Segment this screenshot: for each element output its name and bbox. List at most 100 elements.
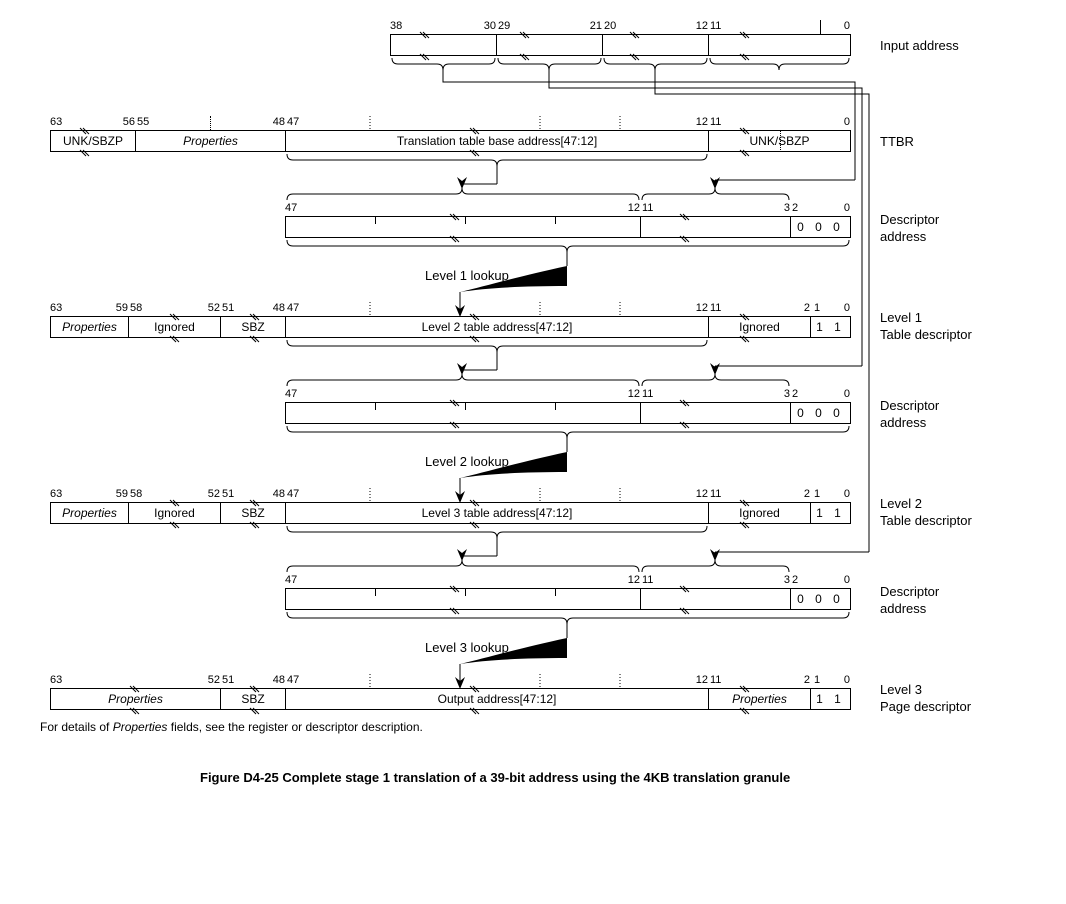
bit-12: 12 bbox=[696, 116, 708, 128]
l2-ign1: Ignored bbox=[128, 502, 221, 524]
l1-52: 52 bbox=[208, 302, 220, 314]
pd-1: 1 bbox=[814, 674, 820, 686]
l2-11: 11 bbox=[710, 488, 721, 500]
pd-props1: Properties bbox=[50, 688, 221, 710]
bit-11: 11 bbox=[710, 20, 721, 32]
da3-11: 11 bbox=[642, 574, 653, 586]
pd-52: 52 bbox=[208, 674, 220, 686]
pd-11: 11 bbox=[710, 674, 721, 686]
translation-diagram: 38 30 29 21 20 12 11 0 Input address 63 … bbox=[20, 20, 1046, 884]
tick bbox=[780, 130, 781, 152]
pd-12: 12 bbox=[696, 674, 708, 686]
da1-index bbox=[640, 216, 791, 238]
l2-addr: Level 3 table address[47:12] bbox=[285, 502, 709, 524]
da2-2: 2 bbox=[792, 388, 798, 400]
l2-12: 12 bbox=[696, 488, 708, 500]
da3-label: Descriptor address bbox=[880, 584, 939, 618]
da2-index bbox=[640, 402, 791, 424]
l1-lookup-label: Level 1 lookup bbox=[425, 268, 509, 283]
tick bbox=[555, 588, 556, 596]
l1-51: 51 bbox=[222, 302, 234, 314]
tick bbox=[375, 216, 376, 224]
da2-11: 11 bbox=[642, 388, 653, 400]
l1-63: 63 bbox=[50, 302, 62, 314]
bit-29: 29 bbox=[498, 20, 510, 32]
bit-63: 63 bbox=[50, 116, 62, 128]
bit-12: 12 bbox=[696, 20, 708, 32]
bit-0: 0 bbox=[844, 20, 850, 32]
l2-51: 51 bbox=[222, 488, 234, 500]
da1-3: 3 bbox=[784, 202, 790, 214]
ia-field-20-12 bbox=[602, 34, 709, 56]
footnote: For details of Properties fields, see th… bbox=[40, 720, 423, 734]
pd-props2: Properties bbox=[708, 688, 811, 710]
pd-2: 2 bbox=[804, 674, 810, 686]
ttbr-unk1: UNK/SBZP bbox=[50, 130, 136, 152]
da1-0: 0 bbox=[844, 202, 850, 214]
da2-base bbox=[285, 402, 641, 424]
tick bbox=[465, 402, 466, 410]
da1-base bbox=[285, 216, 641, 238]
da3-zeros: 0 0 0 bbox=[790, 588, 851, 610]
bit-20: 20 bbox=[604, 20, 616, 32]
da1-47: 47 bbox=[285, 202, 297, 214]
pd-0: 0 bbox=[844, 674, 850, 686]
l2-sbz: SBZ bbox=[220, 502, 286, 524]
da1-2: 2 bbox=[792, 202, 798, 214]
l1-1: 1 bbox=[814, 302, 820, 314]
ttbr-base: Translation table base address[47:12] bbox=[285, 130, 709, 152]
l2-59: 59 bbox=[116, 488, 128, 500]
l3-lookup-label: Level 3 lookup bbox=[425, 640, 509, 655]
l1-addr: Level 2 table address[47:12] bbox=[285, 316, 709, 338]
bit-55: 55 bbox=[137, 116, 149, 128]
bit-0: 0 bbox=[844, 116, 850, 128]
ia-field-29-21 bbox=[496, 34, 603, 56]
l2-ones: 1 1 bbox=[810, 502, 851, 524]
da3-12: 12 bbox=[628, 574, 640, 586]
da3-base bbox=[285, 588, 641, 610]
tick bbox=[210, 116, 211, 130]
ttbr-label: TTBR bbox=[880, 134, 914, 151]
da2-12: 12 bbox=[628, 388, 640, 400]
bit-48: 48 bbox=[273, 116, 285, 128]
tick bbox=[375, 402, 376, 410]
l1-47: 47 bbox=[287, 302, 299, 314]
bit-38: 38 bbox=[390, 20, 402, 32]
input-address-label: Input address bbox=[880, 38, 959, 55]
bit-47: 47 bbox=[287, 116, 299, 128]
l2-58: 58 bbox=[130, 488, 142, 500]
tick bbox=[375, 588, 376, 596]
pd-label: Level 3 Page descriptor bbox=[880, 682, 971, 716]
l1-label: Level 1 Table descriptor bbox=[880, 310, 972, 344]
bit-56: 56 bbox=[123, 116, 135, 128]
pd-ones: 1 1 bbox=[810, 688, 851, 710]
l1-props: Properties bbox=[50, 316, 129, 338]
tick bbox=[820, 20, 821, 34]
l2-63: 63 bbox=[50, 488, 62, 500]
pd-out: Output address[47:12] bbox=[285, 688, 709, 710]
da2-0: 0 bbox=[844, 388, 850, 400]
l2-48: 48 bbox=[273, 488, 285, 500]
da3-2: 2 bbox=[792, 574, 798, 586]
l2-label: Level 2 Table descriptor bbox=[880, 496, 972, 530]
da3-0: 0 bbox=[844, 574, 850, 586]
l2-props: Properties bbox=[50, 502, 129, 524]
da1-zeros: 0 0 0 bbox=[790, 216, 851, 238]
l2-ign2: Ignored bbox=[708, 502, 811, 524]
da3-index bbox=[640, 588, 791, 610]
ia-field-38-30 bbox=[390, 34, 497, 56]
da1-11: 11 bbox=[642, 202, 653, 214]
ttbr-props: Properties bbox=[135, 130, 286, 152]
bit-21: 21 bbox=[590, 20, 602, 32]
da2-label: Descriptor address bbox=[880, 398, 939, 432]
pd-48: 48 bbox=[273, 674, 285, 686]
tick bbox=[555, 216, 556, 224]
l1-sbz: SBZ bbox=[220, 316, 286, 338]
l1-ones: 1 1 bbox=[810, 316, 851, 338]
da1-12: 12 bbox=[628, 202, 640, 214]
l2-1: 1 bbox=[814, 488, 820, 500]
da2-zeros: 0 0 0 bbox=[790, 402, 851, 424]
da2-47: 47 bbox=[285, 388, 297, 400]
l2-47: 47 bbox=[287, 488, 299, 500]
l2-52: 52 bbox=[208, 488, 220, 500]
